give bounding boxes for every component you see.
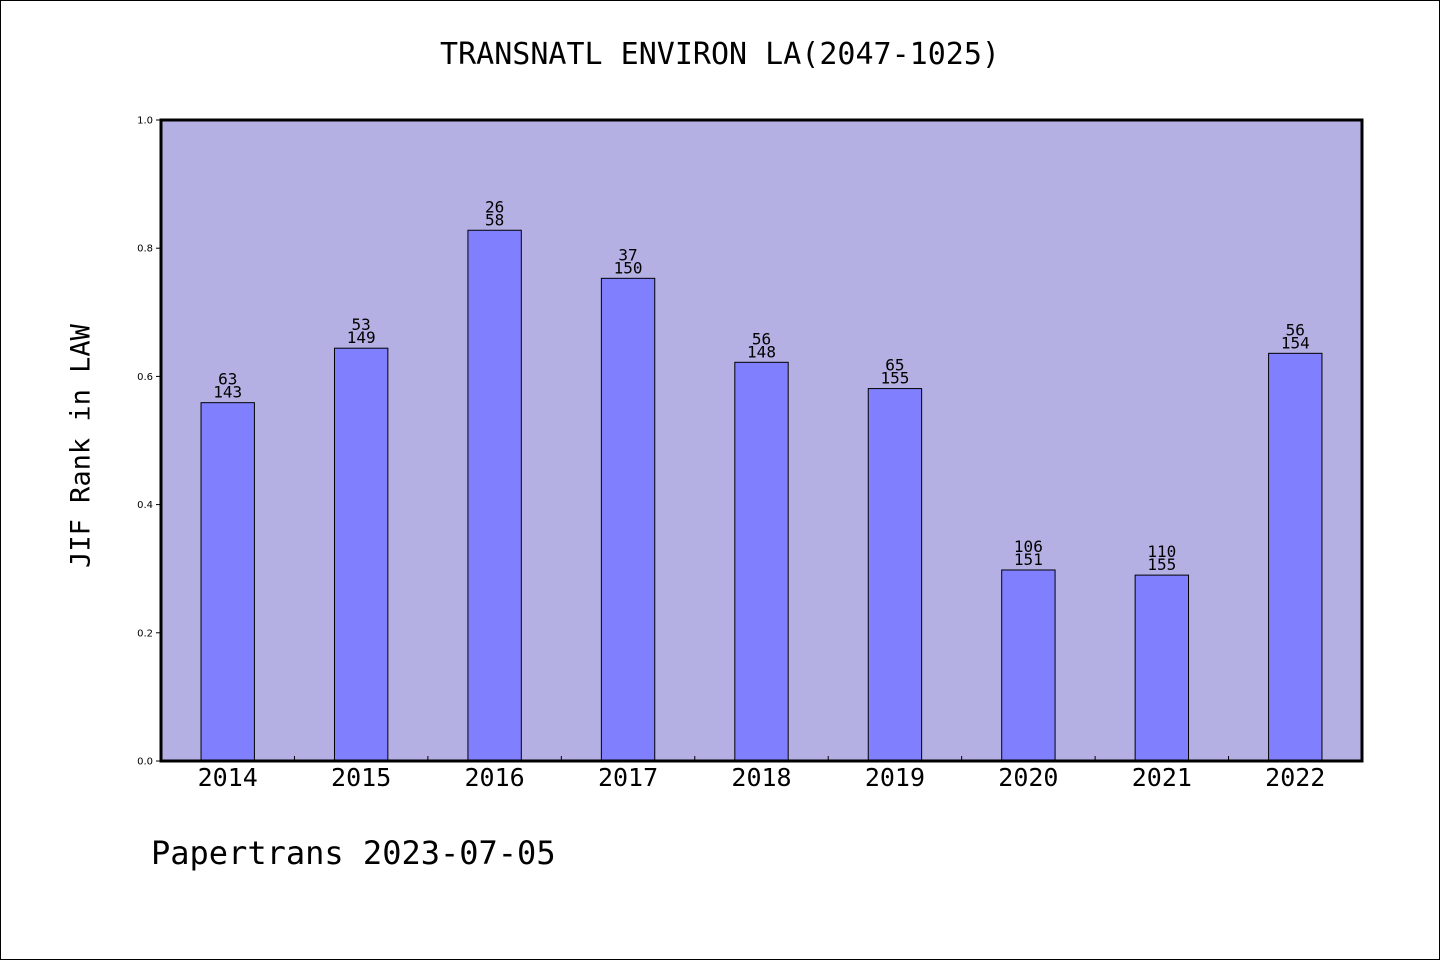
bar-total-label: 151 (1014, 550, 1043, 569)
bar-total-label: 143 (213, 383, 242, 402)
bar-rank-label: 65 (885, 356, 904, 375)
bar-total-label: 58 (485, 210, 504, 229)
x-tick-label: 2018 (731, 763, 791, 792)
bar-2016 (467, 229, 522, 762)
y-tick-label: 0.4 (137, 500, 153, 511)
bar-total-label: 154 (1281, 333, 1310, 352)
bar-2019 (867, 388, 923, 762)
bar-total-label: 148 (747, 342, 776, 361)
y-tick-label: 1.0 (137, 116, 153, 127)
bar-rank-label: 63 (218, 370, 237, 389)
footer-text: Papertrans 2023-07-05 (151, 834, 556, 872)
y-tick-label: 0.8 (137, 244, 153, 255)
bar-2015 (333, 347, 389, 762)
x-tick-label: 2021 (1132, 763, 1192, 792)
bar-2017 (600, 277, 656, 762)
y-tick-label: 0.0 (137, 757, 153, 768)
y-tick-label: 0.6 (137, 372, 153, 383)
chart-title: TRANSNATL ENVIRON LA(2047-1025) (440, 37, 1000, 72)
x-tick-label: 2020 (998, 763, 1058, 792)
bar-rank-label: 56 (752, 329, 771, 348)
bar-total-label: 149 (347, 328, 376, 347)
bar-rank-label: 56 (1286, 320, 1305, 339)
bar-total-label: 150 (614, 258, 643, 277)
bar-2021 (1134, 574, 1190, 762)
x-tick-label: 2015 (331, 763, 391, 792)
x-tick-label: 2022 (1265, 763, 1325, 792)
bar-2020 (1001, 569, 1056, 762)
bar-2014 (200, 402, 255, 762)
bar-rank-label: 37 (618, 245, 637, 264)
y-tick-label: 0.2 (137, 628, 153, 639)
bar-2018 (734, 361, 789, 762)
x-tick-label: 2014 (198, 763, 258, 792)
x-tick-label: 2016 (465, 763, 525, 792)
bar-total-label: 155 (1147, 555, 1176, 574)
bar-2022 (1268, 352, 1323, 762)
bar-rank-label: 53 (352, 315, 371, 334)
x-tick-label: 2019 (865, 763, 925, 792)
bar-rank-label: 106 (1014, 537, 1043, 556)
bar-total-label: 155 (880, 369, 909, 388)
bar-rank-label: 110 (1147, 542, 1176, 561)
bar-rank-label: 26 (485, 197, 504, 216)
plot-frame (159, 118, 1364, 763)
x-tick-label: 2017 (598, 763, 658, 792)
